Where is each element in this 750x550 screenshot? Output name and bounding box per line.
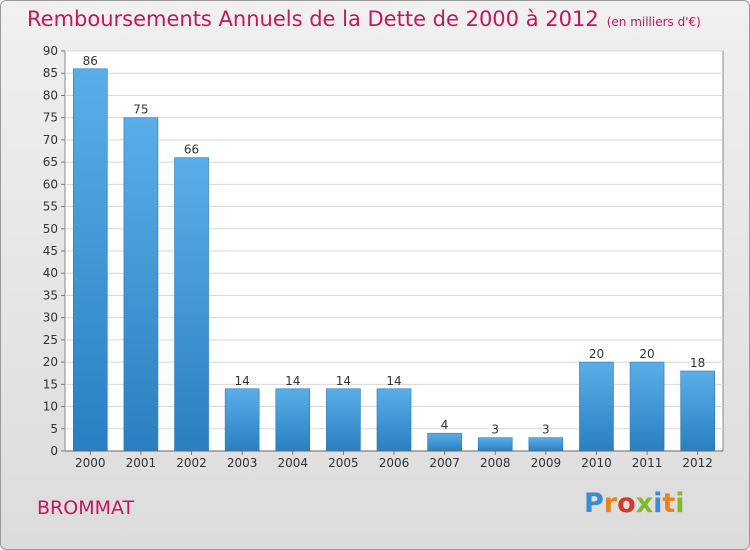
y-tick-label: 45 — [43, 244, 58, 258]
x-tick-label: 2004 — [277, 456, 308, 470]
x-tick-label: 2007 — [429, 456, 460, 470]
bar — [224, 388, 260, 452]
title-text: Remboursements Annuels de la Dette de 20… — [27, 7, 599, 31]
bar — [629, 361, 665, 452]
bar-value-label: 4 — [441, 418, 449, 432]
bar-value-label: 20 — [589, 347, 604, 361]
bar-value-label: 14 — [285, 374, 300, 388]
y-tick-label: 0 — [50, 444, 58, 458]
x-tick-label: 2009 — [531, 456, 562, 470]
y-tick-label: 65 — [43, 155, 58, 169]
x-tick-label: 2012 — [682, 456, 713, 470]
chart-title: Remboursements Annuels de la Dette de 20… — [27, 7, 701, 31]
y-tick-label: 10 — [43, 400, 58, 414]
y-tick-label: 20 — [43, 355, 58, 369]
logo-letter: i — [675, 488, 685, 519]
logo-letter: i — [653, 488, 663, 519]
y-tick-label: 60 — [43, 177, 58, 191]
y-tick-label: 70 — [43, 133, 58, 147]
logo-letter: t — [662, 488, 676, 519]
bar — [528, 437, 564, 452]
y-tick-label: 25 — [43, 333, 58, 347]
commune-name: BROMMAT — [37, 497, 135, 519]
bar-value-label: 86 — [83, 54, 98, 68]
logo-letter: o — [617, 488, 636, 519]
bar — [680, 370, 715, 452]
bar — [123, 117, 159, 452]
y-tick-label: 35 — [43, 288, 58, 302]
bar — [376, 388, 412, 452]
logo-letter: x — [635, 488, 654, 519]
y-tick-label: 90 — [43, 44, 58, 58]
x-tick-label: 2001 — [126, 456, 157, 470]
y-tick-label: 50 — [43, 222, 58, 236]
bar-value-label: 14 — [386, 374, 401, 388]
bar-value-label: 75 — [133, 103, 148, 117]
bar-value-label: 66 — [184, 143, 199, 157]
x-tick-label: 2008 — [480, 456, 511, 470]
bar — [579, 361, 614, 452]
x-tick-label: 2011 — [632, 456, 663, 470]
bar-value-label: 14 — [336, 374, 351, 388]
y-tick-label: 30 — [43, 311, 58, 325]
bar — [477, 437, 513, 452]
y-tick-label: 85 — [43, 66, 58, 80]
logo-letter: P — [584, 488, 604, 519]
bar — [174, 157, 209, 452]
y-tick-label: 55 — [43, 200, 58, 214]
bar — [427, 432, 462, 452]
y-tick-label: 15 — [43, 377, 58, 391]
proxiti-logo: Proxiti — [584, 488, 685, 519]
x-tick-label: 2003 — [227, 456, 258, 470]
x-tick-label: 2000 — [75, 456, 106, 470]
y-tick-label: 40 — [43, 266, 58, 280]
bar-value-label: 18 — [690, 356, 705, 370]
y-tick-label: 5 — [50, 422, 58, 436]
bar-value-label: 14 — [235, 374, 250, 388]
x-tick-label: 2002 — [176, 456, 207, 470]
chart-subtitle: (en milliers d'€) — [606, 15, 701, 29]
bar-value-label: 3 — [542, 423, 550, 437]
bar — [275, 388, 311, 452]
x-tick-label: 2006 — [379, 456, 410, 470]
bar — [73, 68, 108, 452]
logo-letter: r — [603, 488, 618, 519]
y-tick-label: 75 — [43, 111, 58, 125]
bar-value-label: 3 — [491, 423, 499, 437]
bar — [326, 388, 361, 452]
x-tick-label: 2010 — [581, 456, 612, 470]
x-tick-label: 2005 — [328, 456, 359, 470]
bar-value-label: 20 — [639, 347, 654, 361]
y-tick-label: 80 — [43, 88, 58, 102]
